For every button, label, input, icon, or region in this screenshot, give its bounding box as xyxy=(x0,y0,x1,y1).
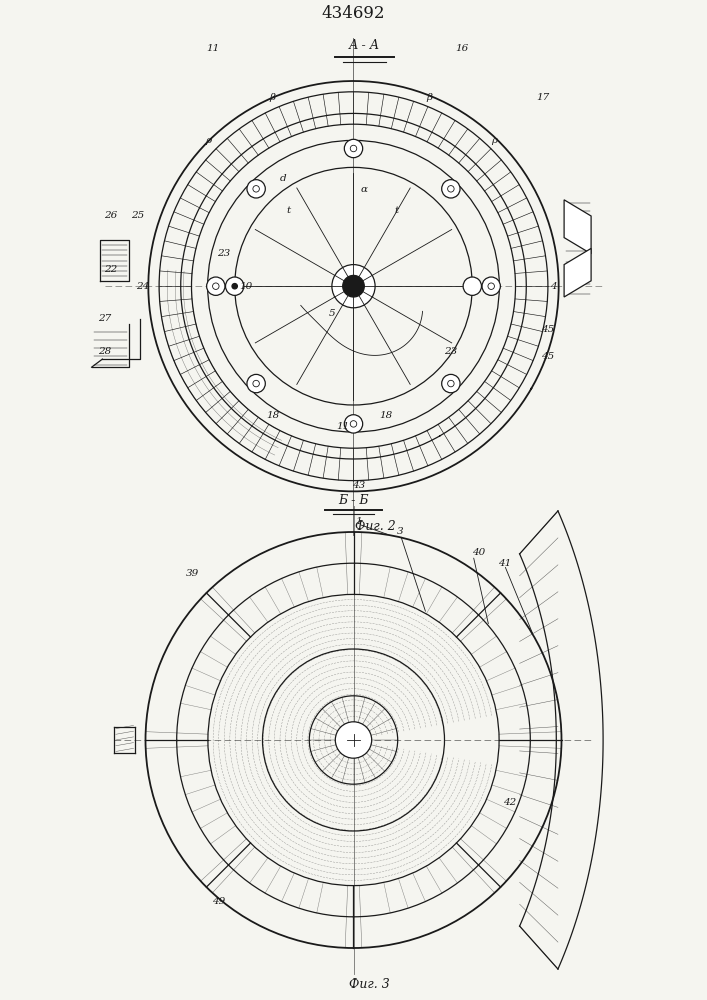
Circle shape xyxy=(350,145,357,152)
Circle shape xyxy=(448,186,454,192)
Circle shape xyxy=(463,277,481,295)
Circle shape xyxy=(213,283,219,289)
Text: α: α xyxy=(361,184,368,194)
Circle shape xyxy=(247,374,265,393)
Text: 22: 22 xyxy=(104,265,117,274)
Circle shape xyxy=(344,139,363,158)
Text: t: t xyxy=(286,206,291,215)
Text: 3: 3 xyxy=(397,528,404,536)
Ellipse shape xyxy=(343,275,364,297)
Text: 49: 49 xyxy=(211,897,225,906)
Text: β: β xyxy=(269,93,276,102)
Text: 4: 4 xyxy=(550,282,556,291)
Circle shape xyxy=(253,380,259,387)
Circle shape xyxy=(482,277,501,295)
Text: 42: 42 xyxy=(503,798,516,807)
Text: 23: 23 xyxy=(444,347,457,356)
Text: А - А: А - А xyxy=(349,39,380,52)
Text: 23: 23 xyxy=(217,249,230,258)
Text: 434692: 434692 xyxy=(322,5,385,22)
Circle shape xyxy=(206,277,225,295)
Text: 40: 40 xyxy=(472,548,485,557)
Text: 45: 45 xyxy=(542,352,554,361)
Circle shape xyxy=(350,421,357,427)
Text: t: t xyxy=(395,206,399,215)
Text: 25: 25 xyxy=(131,212,144,221)
Text: 10: 10 xyxy=(239,282,252,291)
Circle shape xyxy=(247,180,265,198)
Text: 1: 1 xyxy=(356,517,362,526)
Text: 27: 27 xyxy=(98,314,112,323)
Circle shape xyxy=(488,283,494,289)
Circle shape xyxy=(232,284,238,289)
Circle shape xyxy=(442,374,460,393)
Circle shape xyxy=(226,277,244,295)
Text: Б - Б: Б - Б xyxy=(338,494,369,507)
Text: β: β xyxy=(426,93,432,102)
Text: 28: 28 xyxy=(98,347,112,356)
Text: 18: 18 xyxy=(266,411,279,420)
Circle shape xyxy=(448,380,454,387)
Text: 39: 39 xyxy=(186,569,199,578)
Polygon shape xyxy=(564,200,591,254)
Circle shape xyxy=(442,180,460,198)
Circle shape xyxy=(253,186,259,192)
Text: 45: 45 xyxy=(542,325,554,334)
Polygon shape xyxy=(564,248,591,297)
Text: ρ: ρ xyxy=(491,136,497,145)
Text: ρ: ρ xyxy=(204,136,211,145)
Text: d: d xyxy=(280,174,286,183)
Ellipse shape xyxy=(335,722,372,758)
Text: 43: 43 xyxy=(352,482,366,490)
Text: Фиг. 2: Фиг. 2 xyxy=(355,520,395,533)
Text: 17: 17 xyxy=(536,93,549,102)
Text: 16: 16 xyxy=(455,44,468,53)
Text: Фиг. 3: Фиг. 3 xyxy=(349,978,390,991)
Text: 41: 41 xyxy=(498,559,511,568)
Text: 11: 11 xyxy=(336,422,349,431)
Text: 18: 18 xyxy=(379,411,392,420)
Text: 5: 5 xyxy=(329,309,335,318)
Text: 11: 11 xyxy=(206,44,220,53)
Text: 24: 24 xyxy=(136,282,149,291)
Text: 26: 26 xyxy=(104,212,117,221)
Ellipse shape xyxy=(332,265,375,308)
Circle shape xyxy=(344,415,363,433)
